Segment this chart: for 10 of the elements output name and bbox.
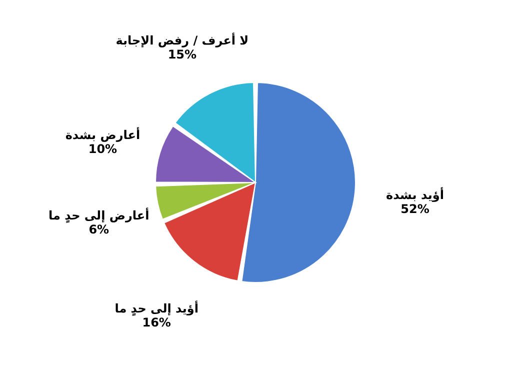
slice-label: أؤيد إلى حدٍ ما bbox=[114, 300, 199, 316]
slice-label: أعارض إلى حدٍ ما bbox=[48, 207, 150, 224]
data-label: 15% bbox=[168, 47, 197, 62]
data-label: 16% bbox=[142, 315, 171, 330]
slice-label: لا أعرف / رفض الإجابة bbox=[116, 32, 249, 48]
data-label: 6% bbox=[88, 222, 110, 236]
slice-label: أعارض بشدة bbox=[65, 126, 140, 142]
data-label: 10% bbox=[88, 142, 118, 156]
slice-label: أؤيد بشدة bbox=[386, 187, 444, 202]
data-label: 52% bbox=[400, 202, 430, 216]
